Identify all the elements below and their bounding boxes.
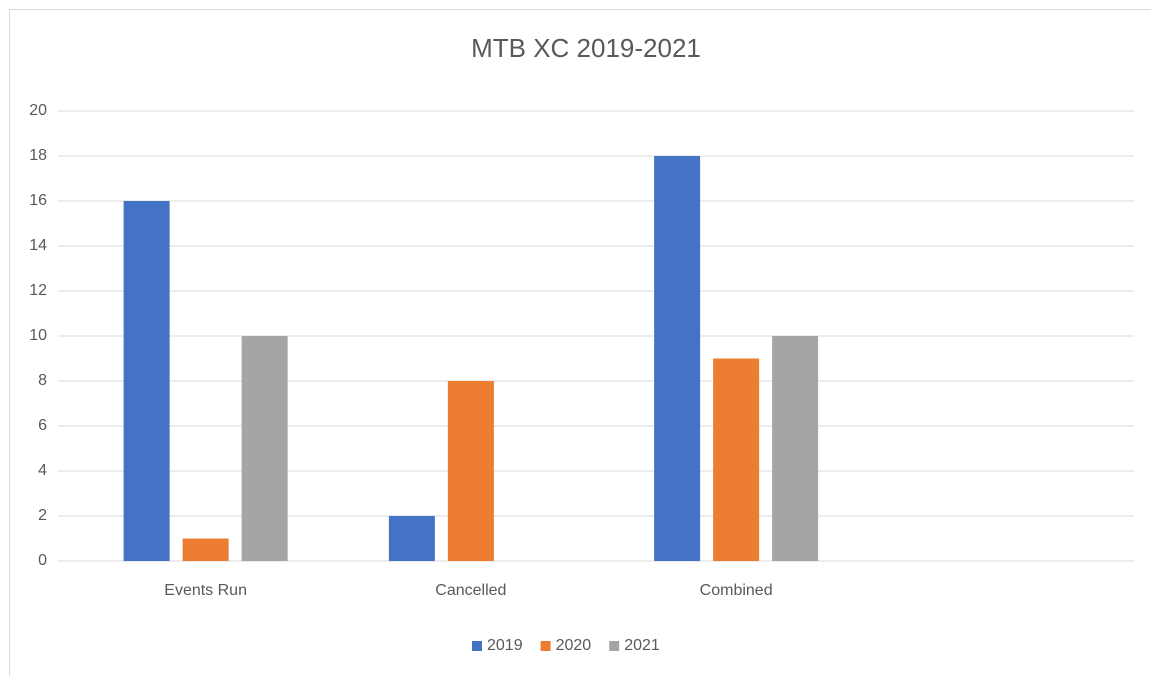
legend-label: 2021 [624, 637, 660, 654]
bar [654, 156, 701, 561]
y-tick-label: 14 [29, 237, 47, 254]
bar [241, 336, 288, 561]
x-tick-label: Events Run [164, 582, 247, 599]
y-tick-label: 0 [38, 552, 47, 569]
y-tick-label: 10 [29, 327, 47, 344]
y-tick-label: 8 [38, 372, 47, 389]
y-tick-label: 20 [29, 102, 47, 119]
bar [182, 538, 229, 561]
legend-swatch [540, 641, 551, 651]
y-tick-label: 18 [29, 147, 47, 164]
legend-swatch [609, 641, 620, 651]
bar [772, 336, 819, 561]
bar [123, 201, 170, 561]
y-tick-label: 2 [38, 507, 47, 524]
bar [447, 381, 494, 561]
chart-title: MTB XC 2019-2021 [471, 33, 701, 63]
y-tick-label: 4 [38, 462, 47, 479]
y-tick-label: 12 [29, 282, 47, 299]
bar [713, 358, 760, 561]
legend-swatch [472, 641, 482, 651]
y-tick-label: 16 [29, 192, 47, 209]
legend-label: 2020 [556, 637, 592, 654]
x-tick-label: Cancelled [435, 582, 506, 599]
x-tick-label: Combined [700, 582, 773, 599]
bar [388, 516, 435, 561]
legend-label: 2019 [487, 637, 523, 654]
chart-frame [9, 9, 1151, 676]
y-tick-label: 6 [38, 417, 47, 434]
